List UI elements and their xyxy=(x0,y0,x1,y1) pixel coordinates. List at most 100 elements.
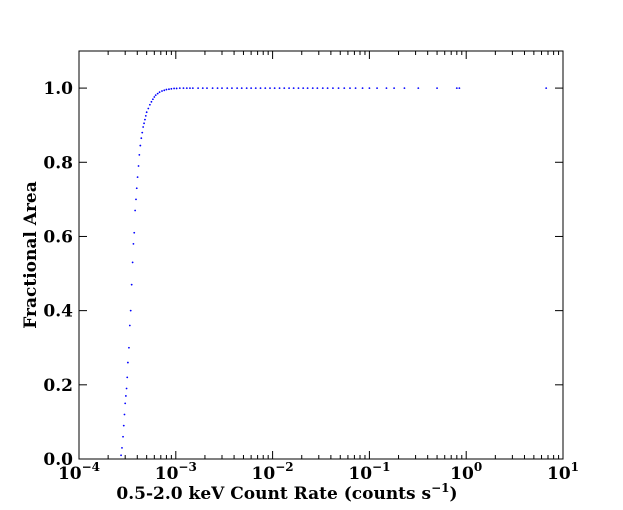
data-point xyxy=(121,446,123,449)
data-point xyxy=(122,424,125,427)
data-point xyxy=(259,87,262,89)
data-point xyxy=(178,87,181,89)
data-point xyxy=(151,98,154,101)
data-point xyxy=(135,198,137,201)
data-point xyxy=(173,87,175,90)
x-axis-label-text: 0.5-2.0 keV Count Rate (counts s xyxy=(116,484,431,504)
data-point xyxy=(122,435,124,438)
data-point xyxy=(185,87,188,89)
data-point xyxy=(128,324,131,327)
data-point xyxy=(545,87,548,89)
data-point xyxy=(326,87,329,89)
data-point xyxy=(221,87,223,89)
y-tick-label: 0.4 xyxy=(43,302,73,322)
data-point xyxy=(140,137,143,140)
data-point xyxy=(182,87,185,89)
y-tick-label: 0.6 xyxy=(43,227,73,247)
y-tick-label: 0.8 xyxy=(43,153,73,173)
data-point xyxy=(126,376,129,379)
x-tick-label-base: 10 xyxy=(547,464,571,484)
x-axis-label-exponent: −1 xyxy=(431,481,449,495)
data-point xyxy=(337,87,340,89)
x-tick-label: 10−4 xyxy=(58,460,100,484)
data-point xyxy=(343,87,346,89)
data-point xyxy=(264,87,267,89)
x-tick-label: 101 xyxy=(547,460,579,484)
data-point xyxy=(368,87,371,89)
data-point xyxy=(130,283,133,286)
data-point xyxy=(417,87,420,89)
data-point xyxy=(143,122,145,125)
data-point xyxy=(135,187,138,190)
data-point xyxy=(316,87,319,89)
data-point xyxy=(361,87,364,89)
data-point xyxy=(245,87,248,89)
data-point xyxy=(385,87,388,89)
data-point xyxy=(302,87,305,89)
data-point xyxy=(292,87,295,89)
data-point xyxy=(354,87,357,89)
data-point xyxy=(123,413,126,416)
data-points xyxy=(120,87,548,457)
x-tick-label: 10−2 xyxy=(252,460,294,484)
data-point xyxy=(189,87,191,89)
data-point xyxy=(126,361,129,364)
x-tick-label-base: 10 xyxy=(450,464,474,484)
plot-area xyxy=(78,50,564,460)
data-point xyxy=(156,92,159,95)
data-point xyxy=(141,131,144,134)
y-tick-label: 1.0 xyxy=(43,79,73,99)
data-point xyxy=(206,87,208,89)
x-tick-label: 10−1 xyxy=(348,460,390,484)
y-tick-label: 0.2 xyxy=(43,376,73,396)
data-point xyxy=(124,395,127,397)
data-point xyxy=(131,261,134,264)
data-point xyxy=(129,309,132,312)
x-tick-label-base: 10 xyxy=(348,464,372,484)
data-point xyxy=(269,87,271,89)
x-tick-label-exponent: 1 xyxy=(571,460,579,474)
data-point xyxy=(120,454,122,457)
data-point xyxy=(211,87,214,89)
y-axis-ticks: 0.0 0.2 0.4 0.6 0.8 1.0 xyxy=(43,79,563,470)
x-tick-label-base: 10 xyxy=(58,464,82,484)
data-point xyxy=(175,87,178,90)
data-point xyxy=(191,87,194,89)
data-point xyxy=(163,89,166,92)
data-point xyxy=(226,87,229,89)
data-point xyxy=(134,209,137,212)
data-point xyxy=(144,115,147,117)
data-point xyxy=(311,87,314,89)
data-point xyxy=(278,87,281,89)
data-point xyxy=(137,165,140,167)
x-axis-label: 0.5-2.0 keV Count Rate (counts s−1) xyxy=(116,481,457,504)
data-point xyxy=(170,87,173,90)
data-point xyxy=(147,107,150,110)
x-tick-label-exponent: −1 xyxy=(372,460,390,474)
data-point xyxy=(455,87,458,89)
x-axis-label-end: ) xyxy=(450,484,458,504)
data-point xyxy=(297,87,300,89)
x-tick-label: 100 xyxy=(450,460,482,484)
data-point xyxy=(124,402,127,405)
data-point xyxy=(150,100,153,103)
data-point xyxy=(306,87,309,89)
y-tick-label: 0.0 xyxy=(43,450,73,470)
data-point xyxy=(254,87,257,89)
data-point xyxy=(283,87,286,89)
data-point xyxy=(201,87,204,89)
x-tick-label-base: 10 xyxy=(252,464,276,484)
data-point xyxy=(158,91,161,94)
data-point xyxy=(273,87,276,89)
data-point xyxy=(376,87,378,89)
x-tick-label-base: 10 xyxy=(155,464,179,484)
data-point xyxy=(288,87,290,89)
data-point xyxy=(161,90,163,92)
data-point xyxy=(216,87,219,89)
data-point xyxy=(458,87,461,89)
data-point xyxy=(349,87,351,89)
data-point xyxy=(138,153,141,156)
x-tick-label: 10−3 xyxy=(155,460,197,484)
data-point xyxy=(436,87,438,89)
